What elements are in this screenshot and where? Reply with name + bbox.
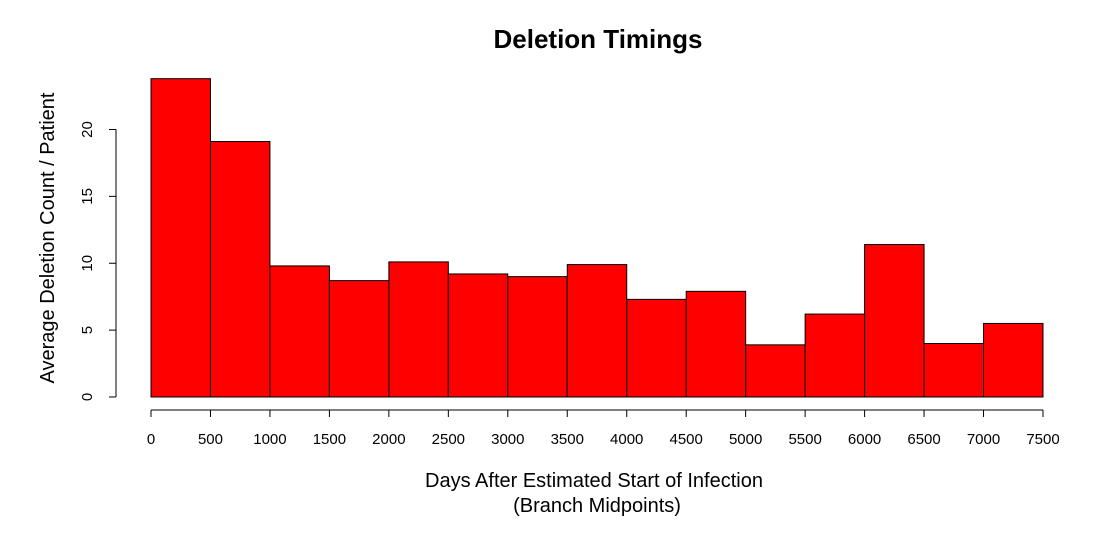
y-tick-label-0: 0 (79, 393, 96, 401)
bar-0 (150, 78, 211, 398)
x-tick-label-0: 0 (147, 431, 155, 448)
x-tick-label-2: 1000 (253, 431, 286, 448)
x-tick-label-1: 500 (198, 431, 223, 448)
bar-5 (447, 273, 509, 398)
bar-10 (745, 344, 806, 398)
y-axis: 0 5 10 15 20 (79, 121, 117, 401)
x-tick-label-14: 7000 (967, 431, 1000, 448)
y-tick-label-1: 5 (79, 326, 96, 334)
y-tick-label-2: 10 (79, 255, 96, 272)
x-axis-sublabel: (Branch Midpoints) (513, 495, 681, 517)
bar-8 (626, 298, 687, 398)
y-tick-label-3: 15 (79, 188, 96, 205)
bar-12 (864, 244, 925, 398)
x-tick-label-13: 6500 (907, 431, 940, 448)
x-tick-label-11: 5500 (788, 431, 821, 448)
bar-9 (685, 290, 747, 398)
bars-group (150, 78, 1044, 398)
chart-title: Deletion Timings (494, 24, 703, 54)
x-axis: 0 500 1000 1500 2000 2500 3000 3500 4000 4500 5000… (147, 409, 1060, 448)
bar-7 (566, 264, 628, 398)
bar-6 (507, 276, 568, 398)
x-tick-label-6: 3000 (491, 431, 524, 448)
bar-4 (388, 261, 449, 398)
y-axis-label: Average Deletion Count / Patient (37, 92, 59, 383)
bar-3 (328, 280, 390, 398)
x-tick-label-5: 2500 (432, 431, 465, 448)
bar-13 (923, 343, 985, 398)
x-tick-label-3: 1500 (313, 431, 346, 448)
bar-11 (804, 313, 866, 398)
x-tick-label-8: 4000 (610, 431, 643, 448)
y-tick-label-4: 20 (79, 121, 96, 138)
x-tick-label-10: 5000 (729, 431, 762, 448)
x-tick-label-4: 2000 (372, 431, 405, 448)
x-tick-label-7: 3500 (551, 431, 584, 448)
x-axis-label: Days After Estimated Start of Infection (425, 470, 763, 492)
bar-14 (983, 322, 1044, 398)
x-tick-label-9: 4500 (670, 431, 703, 448)
x-tick-label-15: 7500 (1026, 431, 1059, 448)
bar-1 (209, 141, 271, 398)
bar-2 (269, 265, 330, 398)
x-tick-label-12: 6000 (848, 431, 881, 448)
